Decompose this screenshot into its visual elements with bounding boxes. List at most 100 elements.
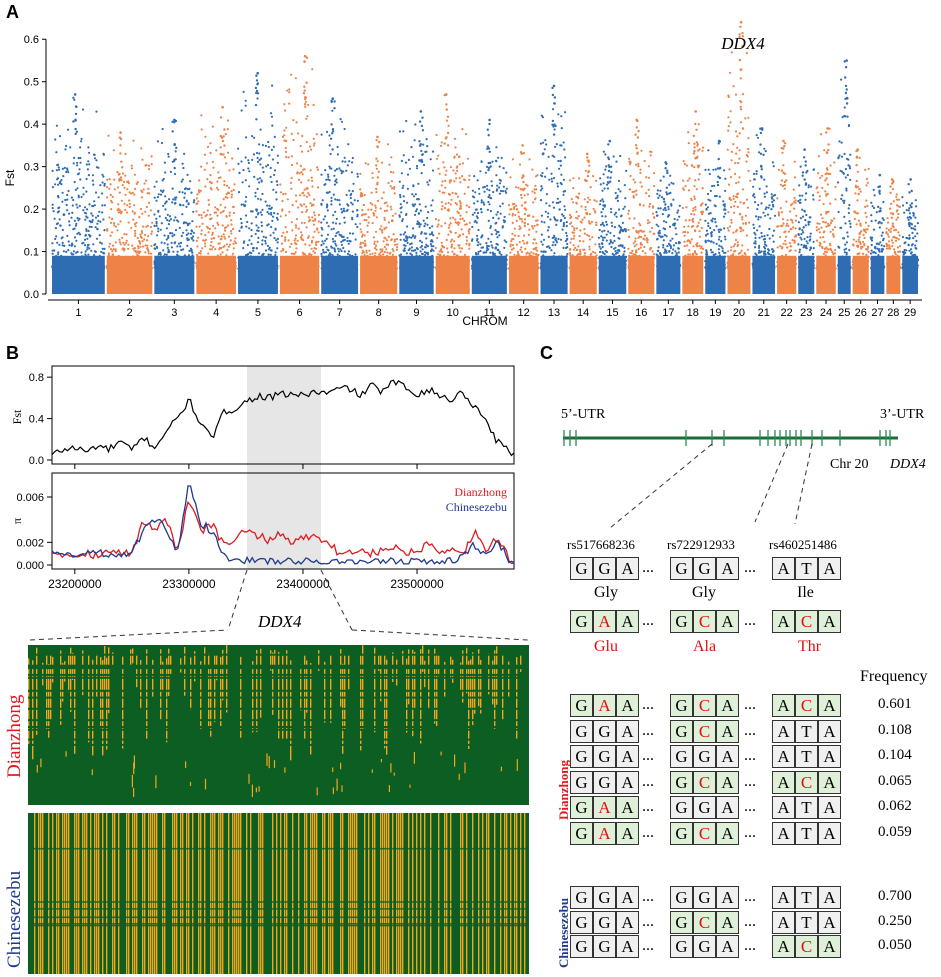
snp-point xyxy=(300,266,303,269)
snp-point xyxy=(301,173,304,176)
snp-point xyxy=(79,161,82,164)
snp-point xyxy=(502,255,505,259)
snp-point xyxy=(66,234,69,237)
snp-point xyxy=(175,219,179,222)
snp-point xyxy=(321,228,324,231)
snp-point xyxy=(320,255,323,258)
snp-point xyxy=(324,215,327,218)
snp-point xyxy=(248,170,251,173)
snp-point xyxy=(173,158,176,162)
snp-point xyxy=(210,248,214,251)
snp-point xyxy=(136,236,139,239)
snp-point xyxy=(573,234,576,237)
snp-point xyxy=(282,265,285,268)
snp-point xyxy=(335,168,338,171)
snp-point xyxy=(502,185,505,188)
snp-point xyxy=(453,240,456,243)
snp-point xyxy=(259,211,262,214)
snp-point xyxy=(313,251,316,254)
snp-point xyxy=(190,249,193,252)
snp-point xyxy=(250,228,253,232)
snp-point xyxy=(418,159,421,162)
snp-point xyxy=(281,208,284,211)
snp-point xyxy=(380,261,383,264)
snp-point xyxy=(304,243,307,246)
snp-point xyxy=(547,212,550,215)
snp-point xyxy=(325,237,328,240)
snp-point xyxy=(601,265,604,269)
snp-point xyxy=(583,228,586,231)
snp-point xyxy=(458,246,461,250)
snp-point xyxy=(691,259,694,262)
snp-point xyxy=(260,221,263,224)
snp-point xyxy=(430,267,433,270)
snp-point xyxy=(490,259,493,262)
snp-point xyxy=(429,158,432,161)
snp-point xyxy=(171,264,174,267)
snp-point xyxy=(285,260,288,263)
snp-point xyxy=(248,265,251,268)
snp-point xyxy=(722,200,725,203)
snp-point xyxy=(307,179,310,182)
snp-point xyxy=(182,248,185,251)
snp-point xyxy=(160,193,163,196)
snp-point xyxy=(124,152,127,156)
snp-point xyxy=(588,258,591,261)
snp-point xyxy=(261,144,264,147)
snp-point xyxy=(595,200,598,203)
snp-point xyxy=(75,130,79,133)
snp-point xyxy=(179,245,182,248)
snp-point xyxy=(569,254,572,257)
snp-point xyxy=(565,256,568,259)
snp-point xyxy=(312,137,315,140)
snp-point xyxy=(697,123,700,126)
snp-point xyxy=(674,227,677,230)
chromosome-7-points xyxy=(320,97,359,294)
snp-point xyxy=(477,228,480,232)
snp-point xyxy=(519,248,522,251)
snp-point xyxy=(276,264,279,267)
snp-point xyxy=(153,261,156,265)
snp-point xyxy=(230,196,233,199)
snp-point xyxy=(482,201,485,204)
snp-point xyxy=(553,216,556,219)
snp-point xyxy=(441,205,444,208)
snp-point xyxy=(404,265,407,268)
snp-point xyxy=(440,184,443,187)
snp-point xyxy=(88,262,91,265)
snp-point xyxy=(558,261,561,264)
snp-point xyxy=(188,267,191,270)
snp-point xyxy=(580,256,583,260)
snp-point xyxy=(178,203,181,206)
snp-point xyxy=(459,204,462,207)
snp-point xyxy=(146,192,149,195)
snp-point xyxy=(168,215,172,218)
snp-point xyxy=(553,102,556,105)
snp-point xyxy=(159,257,162,260)
snp-point xyxy=(601,215,604,218)
snp-point xyxy=(647,188,650,191)
snp-point xyxy=(217,262,220,265)
snp-point xyxy=(623,263,626,266)
snp-point xyxy=(522,239,525,242)
snp-point xyxy=(167,234,170,238)
snp-point xyxy=(379,228,382,231)
snp-point xyxy=(456,153,459,156)
snp-point xyxy=(600,235,603,238)
peak-point xyxy=(585,152,589,156)
snp-point xyxy=(650,265,653,268)
snp-point xyxy=(282,231,285,234)
snp-point xyxy=(73,227,76,230)
snp-point xyxy=(588,164,591,167)
snp-point xyxy=(527,260,530,263)
snp-point xyxy=(272,145,275,148)
snp-point xyxy=(286,89,289,92)
snp-point xyxy=(119,243,122,246)
snp-point xyxy=(101,260,104,263)
snp-point xyxy=(498,182,502,185)
snp-point xyxy=(297,132,300,135)
snp-point xyxy=(503,215,506,219)
snp-point xyxy=(267,140,270,144)
snp-point xyxy=(91,218,94,222)
snp-point xyxy=(210,257,213,260)
